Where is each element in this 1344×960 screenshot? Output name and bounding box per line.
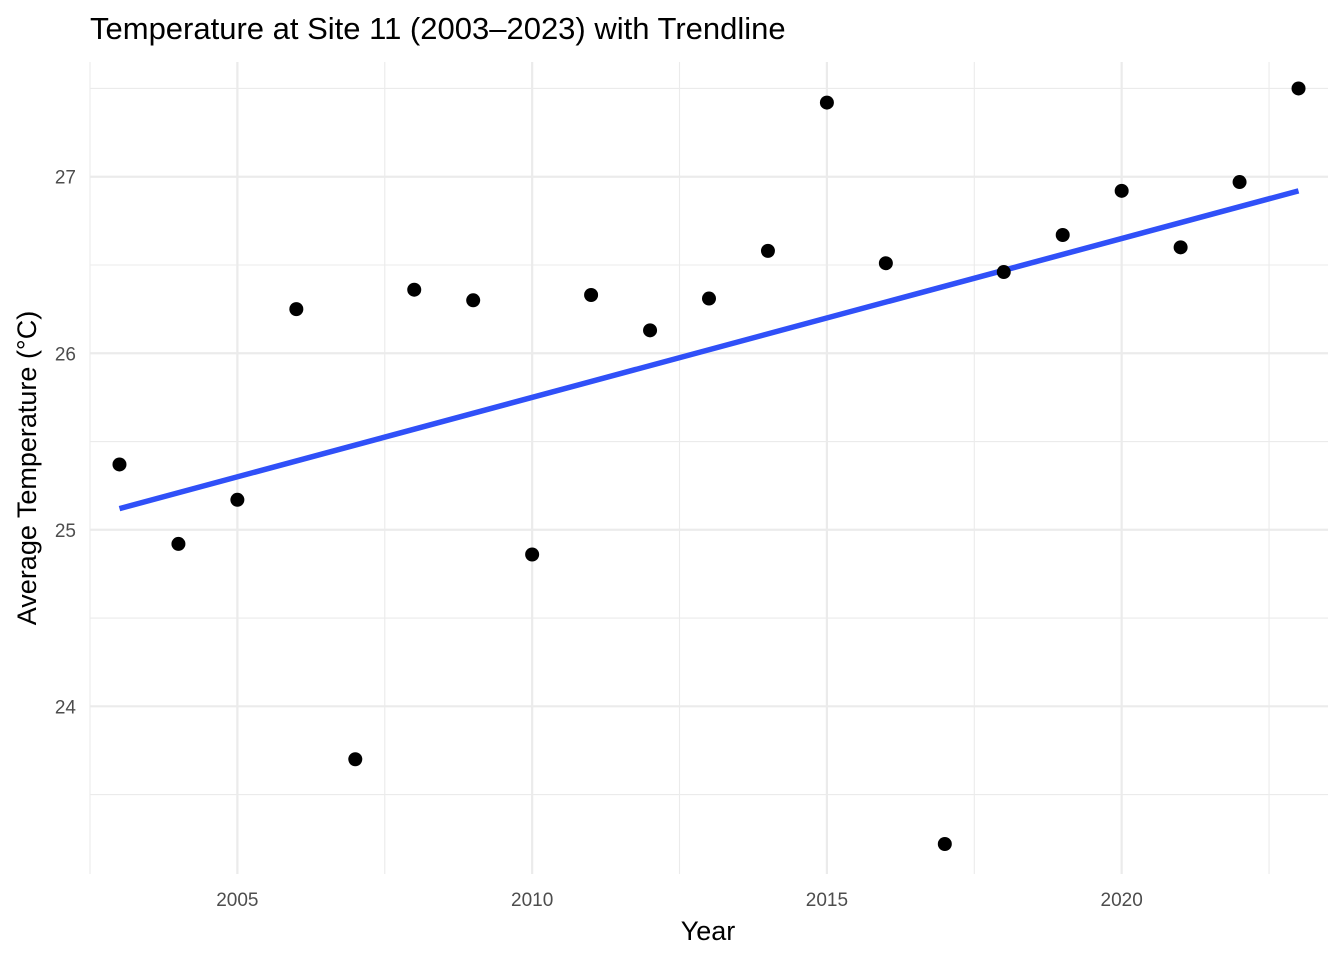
data-point	[407, 282, 422, 297]
y-tick-label: 26	[55, 344, 76, 365]
y-tick-label: 25	[55, 521, 76, 542]
data-point	[878, 256, 893, 271]
data-point	[584, 288, 599, 303]
chart-title: Temperature at Site 11 (2003–2023) with …	[90, 11, 786, 46]
data-point	[112, 457, 127, 472]
y-tick-labels: 24 25 26 27	[55, 168, 77, 719]
data-point	[1173, 240, 1188, 255]
data-point	[348, 752, 363, 767]
x-tick-label: 2015	[806, 890, 848, 911]
points-layer	[112, 81, 1306, 851]
grid	[89, 62, 1328, 874]
data-point	[1232, 175, 1247, 190]
data-point	[1291, 81, 1306, 96]
x-tick-label: 2010	[511, 890, 553, 911]
y-tick-label: 27	[55, 168, 76, 189]
y-tick-label: 24	[55, 697, 77, 718]
data-point	[819, 95, 834, 110]
data-point	[937, 836, 952, 851]
y-axis-title: Average Temperature (°C)	[12, 311, 42, 625]
data-point	[171, 536, 186, 551]
trendline	[118, 188, 1300, 512]
data-point	[466, 293, 481, 308]
data-point	[702, 291, 716, 306]
data-point	[230, 492, 245, 507]
data-point	[525, 547, 540, 562]
data-point	[1114, 183, 1129, 198]
x-tick-label: 2020	[1101, 890, 1143, 911]
x-axis-title: Year	[681, 916, 736, 946]
data-point	[760, 243, 775, 258]
x-tick-labels: 2005 2010 2015 2020	[216, 890, 1143, 911]
trendline-layer	[118, 188, 1300, 512]
data-point	[1055, 227, 1070, 242]
data-point	[996, 265, 1011, 280]
x-tick-label: 2005	[216, 890, 258, 911]
data-point	[289, 302, 304, 317]
data-point	[643, 323, 658, 338]
